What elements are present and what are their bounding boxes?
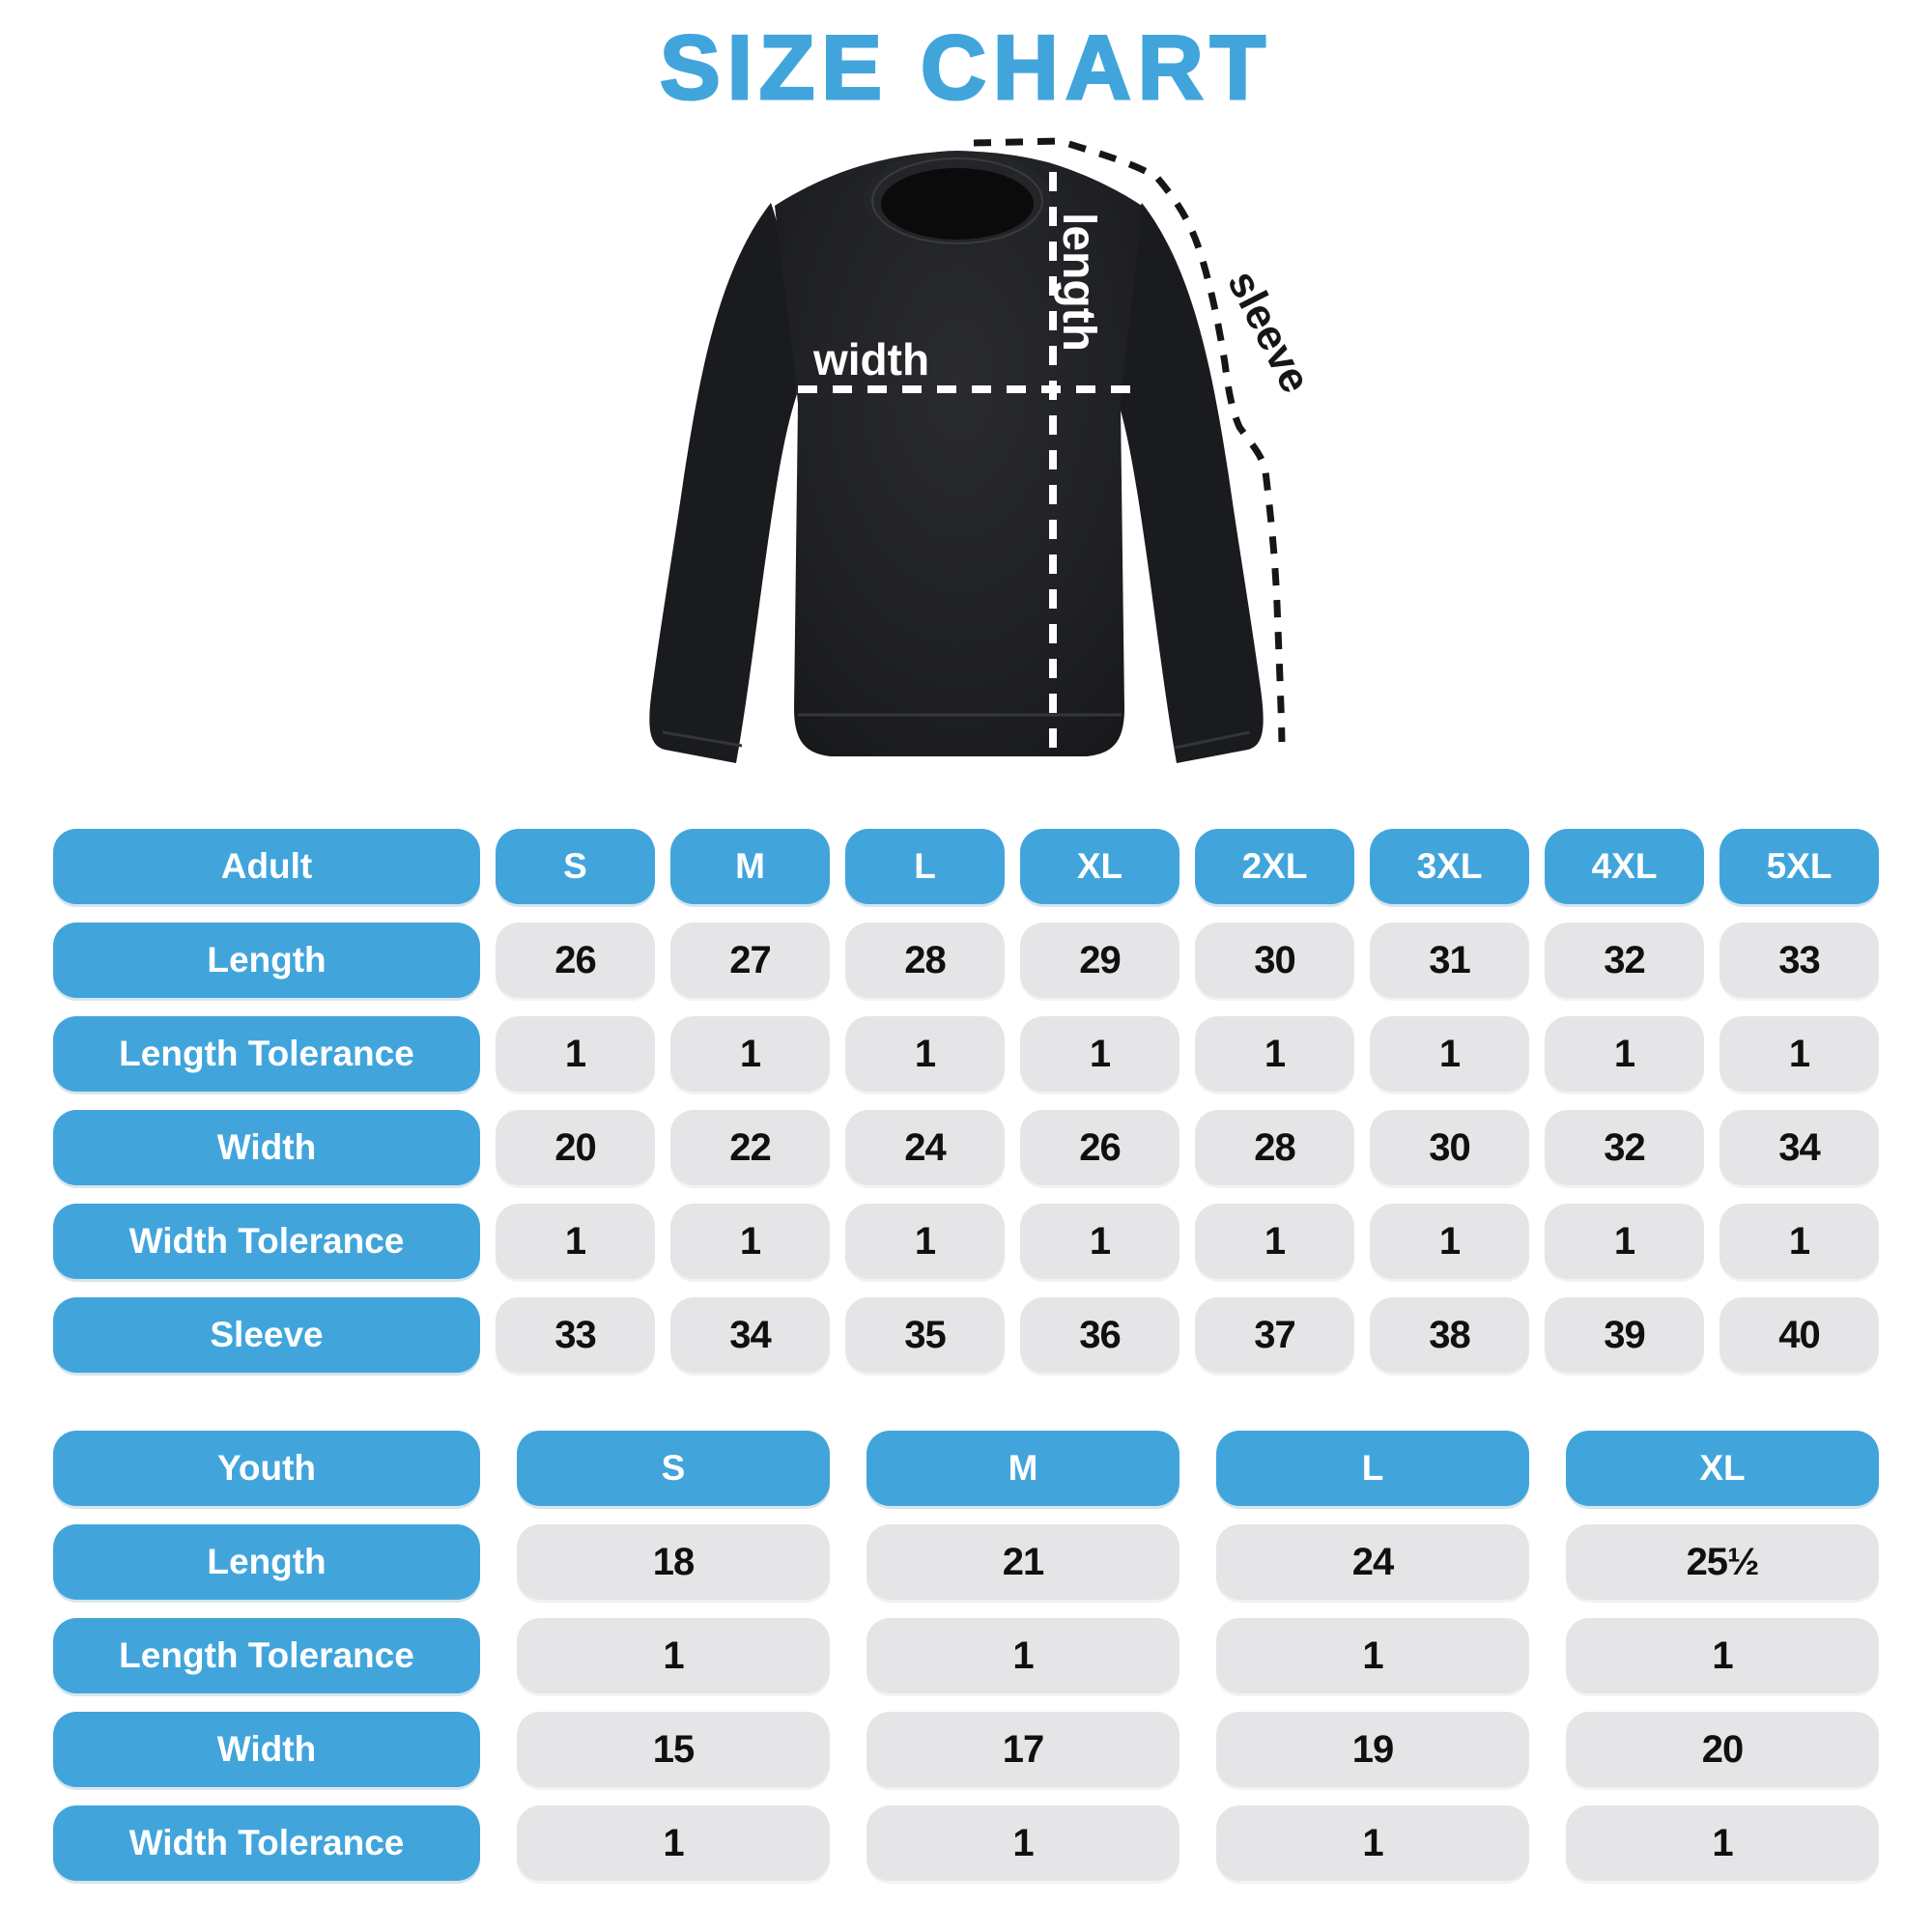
size-header-cell: S xyxy=(517,1431,830,1506)
value-cell: 30 xyxy=(1195,923,1354,998)
value-cell: 21 xyxy=(867,1524,1179,1600)
size-header-cell: M xyxy=(670,829,830,904)
sleeve-measure-line xyxy=(973,137,1286,743)
size-header-cell: 2XL xyxy=(1195,829,1354,904)
collar-opening xyxy=(881,168,1034,240)
right-sleeve xyxy=(1116,203,1264,763)
value-cell: 1 xyxy=(1195,1204,1354,1279)
value-cell: 24 xyxy=(845,1110,1005,1185)
value-cell: 33 xyxy=(1719,923,1879,998)
row-label-cell: Sleeve xyxy=(53,1297,480,1373)
row-label-cell: Length Tolerance xyxy=(53,1618,480,1693)
value-cell: 26 xyxy=(1020,1110,1179,1185)
value-cell: 1 xyxy=(517,1805,830,1881)
length-label: length xyxy=(1053,213,1104,352)
size-header-cell: M xyxy=(867,1431,1179,1506)
value-cell: 27 xyxy=(670,923,830,998)
value-cell: 1 xyxy=(1545,1204,1704,1279)
value-cell: 1 xyxy=(845,1204,1005,1279)
value-cell: 1 xyxy=(1020,1016,1179,1092)
value-cell: 40 xyxy=(1719,1297,1879,1373)
row-label-cell: Length xyxy=(53,1524,480,1600)
size-header-cell: 5XL xyxy=(1719,829,1879,904)
value-cell: 1 xyxy=(670,1016,830,1092)
value-cell: 20 xyxy=(1566,1712,1879,1787)
value-cell: 1 xyxy=(1216,1805,1529,1881)
table-title-cell: Youth xyxy=(53,1431,480,1506)
value-cell: 39 xyxy=(1545,1297,1704,1373)
value-cell: 29 xyxy=(1020,923,1179,998)
value-cell: 19 xyxy=(1216,1712,1529,1787)
value-cell: 17 xyxy=(867,1712,1179,1787)
value-cell: 25½ xyxy=(1566,1524,1879,1600)
sleeve-label: sleeve xyxy=(1218,263,1320,400)
youth-size-table: Youth S M L XL Length 18 21 24 25½ Length Toleranc… xyxy=(53,1431,1879,1881)
size-header-cell: L xyxy=(845,829,1005,904)
right-cuff-seam xyxy=(1174,730,1251,750)
value-cell: 1 xyxy=(670,1204,830,1279)
value-cell: 18 xyxy=(517,1524,830,1600)
size-header-cell: 3XL xyxy=(1370,829,1529,904)
row-label-cell: Width Tolerance xyxy=(53,1805,480,1881)
value-cell: 30 xyxy=(1370,1110,1529,1185)
row-label-cell: Width Tolerance xyxy=(53,1204,480,1279)
value-cell: 1 xyxy=(517,1618,830,1693)
value-cell: 28 xyxy=(845,923,1005,998)
value-cell: 26 xyxy=(496,923,655,998)
value-cell: 34 xyxy=(670,1297,830,1373)
value-cell: 36 xyxy=(1020,1297,1179,1373)
row-label-cell: Length Tolerance xyxy=(53,1016,480,1092)
value-cell: 33 xyxy=(496,1297,655,1373)
sweatshirt-illustration: width length sleeve xyxy=(649,137,1320,763)
value-cell: 22 xyxy=(670,1110,830,1185)
value-cell: 1 xyxy=(1370,1016,1529,1092)
value-cell: 1 xyxy=(1566,1805,1879,1881)
value-cell: 20 xyxy=(496,1110,655,1185)
page-title: SIZE CHART xyxy=(659,15,1272,120)
value-cell: 32 xyxy=(1545,923,1704,998)
left-sleeve xyxy=(649,203,797,763)
value-cell: 1 xyxy=(1216,1618,1529,1693)
table-title-cell: Adult xyxy=(53,829,480,904)
width-label: width xyxy=(812,334,929,384)
value-cell: 1 xyxy=(496,1204,655,1279)
value-cell: 37 xyxy=(1195,1297,1354,1373)
value-cell: 38 xyxy=(1370,1297,1529,1373)
value-cell: 1 xyxy=(867,1805,1179,1881)
value-cell: 28 xyxy=(1195,1110,1354,1185)
value-cell: 35 xyxy=(845,1297,1005,1373)
adult-size-table: Adult S M L XL 2XL 3XL 4XL 5XL Length 26 27 28 29 30 31… xyxy=(53,829,1879,1373)
value-cell: 24 xyxy=(1216,1524,1529,1600)
size-header-cell: S xyxy=(496,829,655,904)
value-cell: 1 xyxy=(1370,1204,1529,1279)
value-cell: 1 xyxy=(867,1618,1179,1693)
value-cell: 1 xyxy=(1195,1016,1354,1092)
row-label-cell: Length xyxy=(53,923,480,998)
value-cell: 1 xyxy=(1566,1618,1879,1693)
value-cell: 34 xyxy=(1719,1110,1879,1185)
collar-seam xyxy=(871,157,1043,244)
value-cell: 1 xyxy=(1020,1204,1179,1279)
size-header-cell: L xyxy=(1216,1431,1529,1506)
value-cell: 1 xyxy=(496,1016,655,1092)
size-header-cell: XL xyxy=(1566,1431,1879,1506)
sweatshirt-measurement-diagram: width length sleeve xyxy=(599,114,1352,821)
value-cell: 15 xyxy=(517,1712,830,1787)
value-cell: 1 xyxy=(1719,1016,1879,1092)
size-header-cell: XL xyxy=(1020,829,1179,904)
left-cuff-seam xyxy=(662,730,743,748)
row-label-cell: Width xyxy=(53,1110,480,1185)
row-label-cell: Width xyxy=(53,1712,480,1787)
value-cell: 32 xyxy=(1545,1110,1704,1185)
value-cell: 1 xyxy=(845,1016,1005,1092)
value-cell: 1 xyxy=(1719,1204,1879,1279)
size-header-cell: 4XL xyxy=(1545,829,1704,904)
value-cell: 31 xyxy=(1370,923,1529,998)
value-cell: 1 xyxy=(1545,1016,1704,1092)
